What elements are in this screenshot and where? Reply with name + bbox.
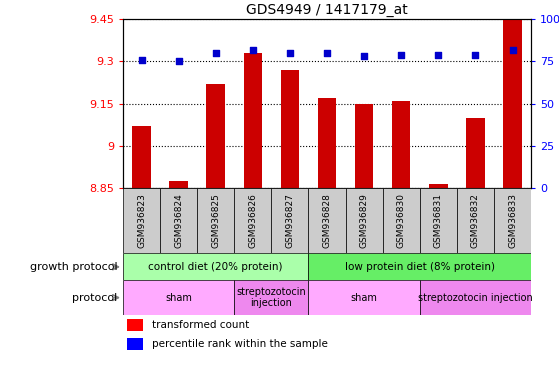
Bar [429, 184, 448, 188]
Text: GSM936826: GSM936826 [248, 194, 257, 248]
Bar [244, 53, 262, 188]
Text: GSM936825: GSM936825 [211, 194, 220, 248]
Bar [503, 19, 522, 188]
Bar [206, 84, 225, 188]
Point [471, 51, 480, 58]
Text: streptozotocin
injection: streptozotocin injection [236, 287, 306, 308]
Text: GSM936829: GSM936829 [359, 194, 368, 248]
Bar [127, 338, 143, 350]
Title: GDS4949 / 1417179_at: GDS4949 / 1417179_at [246, 3, 408, 17]
Bar [420, 188, 457, 253]
Point [174, 58, 183, 65]
Text: GSM936830: GSM936830 [397, 193, 406, 248]
Bar [309, 253, 531, 280]
Bar [281, 70, 299, 188]
Bar [420, 280, 531, 315]
Point [248, 46, 257, 53]
Bar [160, 188, 197, 253]
Text: GSM936827: GSM936827 [286, 194, 295, 248]
Text: GSM936823: GSM936823 [137, 194, 146, 248]
Bar [197, 188, 234, 253]
Bar [383, 188, 420, 253]
Text: growth protocol: growth protocol [30, 262, 117, 272]
Text: low protein diet (8% protein): low protein diet (8% protein) [345, 262, 495, 272]
Bar [318, 98, 337, 188]
Bar [123, 253, 309, 280]
Bar [392, 101, 410, 188]
Bar [169, 181, 188, 188]
Text: protocol: protocol [72, 293, 117, 303]
Bar [457, 188, 494, 253]
Bar [355, 104, 373, 188]
Text: GSM936832: GSM936832 [471, 194, 480, 248]
Bar [123, 188, 160, 253]
Point [359, 53, 368, 60]
Bar [494, 188, 531, 253]
Bar [132, 126, 151, 188]
Bar [271, 188, 309, 253]
Bar [234, 188, 271, 253]
Bar [309, 280, 420, 315]
Bar [234, 280, 309, 315]
Text: GSM936824: GSM936824 [174, 194, 183, 248]
Text: sham: sham [165, 293, 192, 303]
Bar [123, 280, 234, 315]
Point [211, 50, 220, 56]
Point [397, 51, 406, 58]
Bar [309, 188, 345, 253]
Text: streptozotocin injection: streptozotocin injection [418, 293, 533, 303]
Point [434, 51, 443, 58]
Bar [127, 319, 143, 331]
Point [508, 46, 517, 53]
Text: sham: sham [350, 293, 377, 303]
Bar [466, 118, 485, 188]
Point [137, 57, 146, 63]
Text: GSM936833: GSM936833 [508, 193, 517, 248]
Text: GSM936831: GSM936831 [434, 193, 443, 248]
Text: transformed count: transformed count [151, 320, 249, 330]
Text: percentile rank within the sample: percentile rank within the sample [151, 339, 328, 349]
Text: GSM936828: GSM936828 [323, 194, 331, 248]
Bar [345, 188, 383, 253]
Text: control diet (20% protein): control diet (20% protein) [149, 262, 283, 272]
Point [286, 50, 295, 56]
Point [323, 50, 331, 56]
